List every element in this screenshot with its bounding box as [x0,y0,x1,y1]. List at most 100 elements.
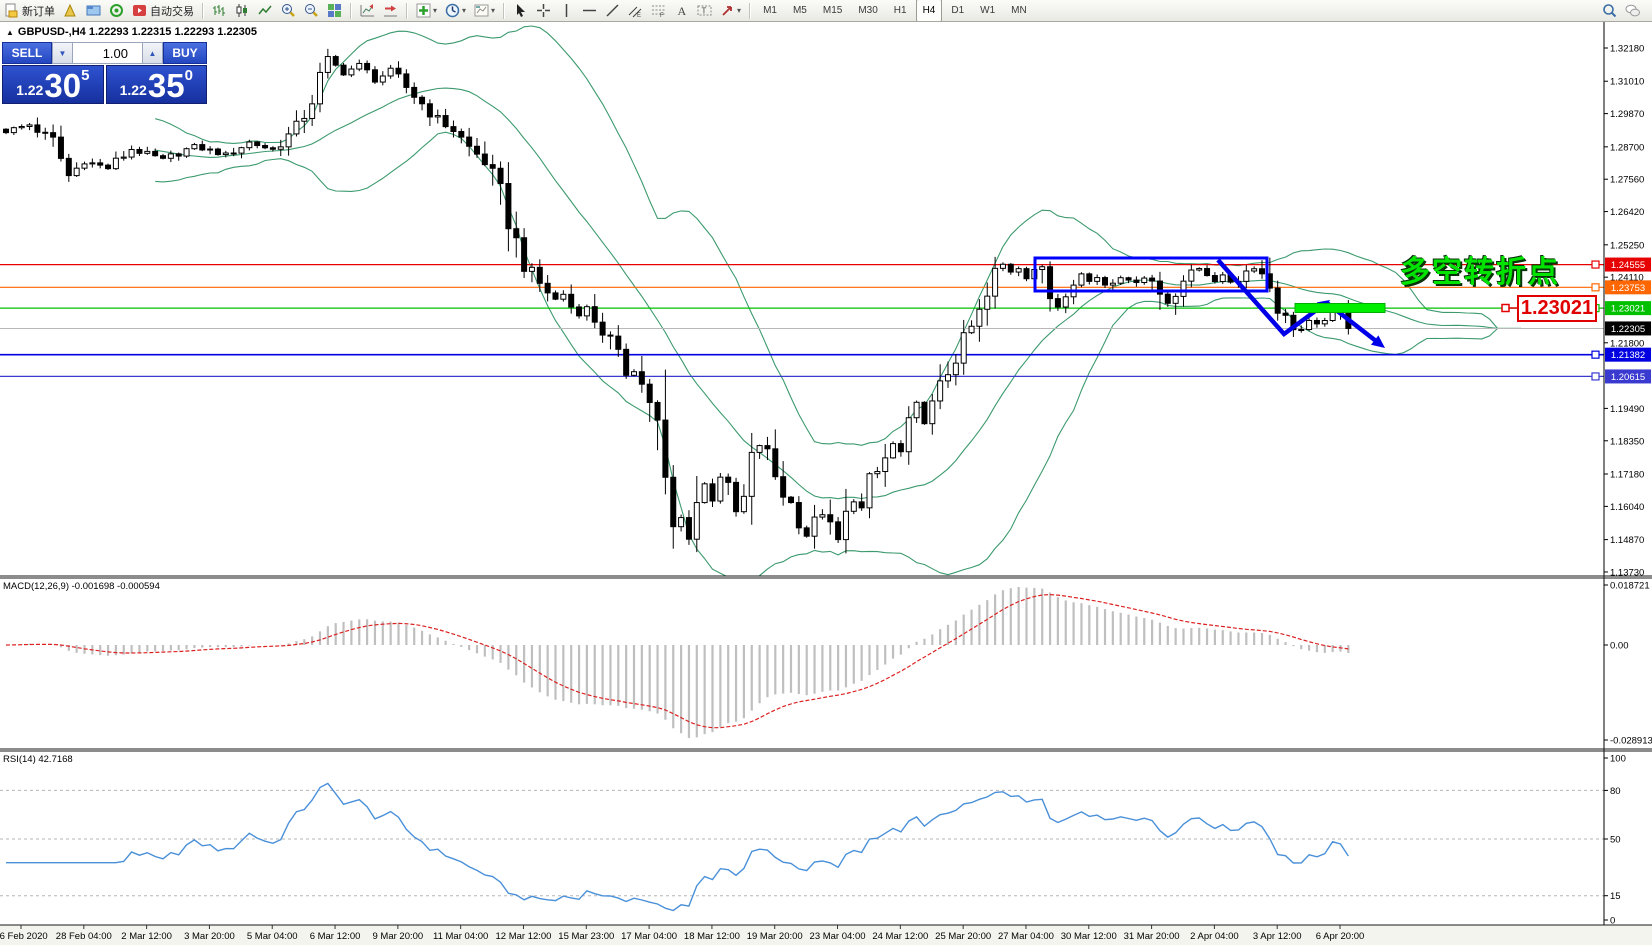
svg-text:1.26420: 1.26420 [1610,207,1644,218]
timeframe-M1-button[interactable]: M1 [756,0,784,21]
sell-button[interactable]: SELL [2,42,52,64]
svg-text:100: 100 [1610,754,1626,765]
svg-text:0.018721: 0.018721 [1610,581,1650,592]
zoom-out-button[interactable] [301,1,322,20]
vertical-line-icon [559,3,574,18]
svg-text:6 Apr 20:00: 6 Apr 20:00 [1316,931,1365,942]
line-chart-button[interactable] [255,1,276,20]
sell-price-display[interactable]: 1.22 30 5 [2,65,104,104]
turning-point-annotation[interactable]: 多空转折点 [1400,256,1560,289]
toolbar-separator [503,2,506,19]
volume-decrease-button[interactable]: ▼ [52,42,73,64]
timeframe-H1-button[interactable]: H1 [887,0,914,21]
svg-text:1.13730: 1.13730 [1610,567,1644,578]
rsi-indicator-label: RSI(14) 42.7168 [3,754,73,765]
svg-text:1.31010: 1.31010 [1610,77,1644,88]
chevron-down-icon[interactable]: ▾ [462,6,467,15]
buy-price-prefix: 1.22 [119,82,147,98]
chat-button[interactable] [1622,1,1643,20]
chart-shift-button[interactable] [380,1,401,20]
label-button[interactable]: T [694,1,715,20]
fibonacci-icon: F [651,3,666,18]
zoom-in-icon [281,3,296,18]
svg-text:1.24555: 1.24555 [1611,260,1645,271]
horizontal-line-button[interactable] [579,1,600,20]
text-button[interactable]: A [671,1,692,20]
buy-price-display[interactable]: 1.22 35 0 [105,65,207,104]
svg-text:A: A [678,4,687,18]
svg-text:28 Feb 04:00: 28 Feb 04:00 [56,931,112,942]
toolbar-separator [406,2,408,19]
button-label: 自动交易 [150,5,194,18]
svg-text:15 Mar 23:00: 15 Mar 23:00 [558,931,614,942]
chevron-down-icon[interactable]: ▾ [737,6,742,15]
svg-text:1.14870: 1.14870 [1610,535,1644,546]
bars-chart-button[interactable] [209,1,230,20]
chevron-down-icon[interactable]: ▾ [433,6,438,15]
signals-icon [109,3,124,18]
svg-text:2 Apr 04:00: 2 Apr 04:00 [1190,931,1239,942]
channel-button[interactable]: E [625,1,646,20]
signals-button[interactable] [106,1,127,20]
price-axis: 1.32180 1.31010 1.29870 1.28700 1.27560 1.264… [1604,44,1652,927]
collapse-panel-icon[interactable]: ▲ [6,28,14,37]
new-order-button[interactable]: 新订单 [1,1,58,20]
chat-icon [1625,3,1640,18]
crosshair-icon [536,3,551,18]
svg-text:30 Mar 12:00: 30 Mar 12:00 [1061,931,1117,942]
tile-windows-button[interactable] [324,1,345,20]
bars-chart-icon [212,3,227,18]
buy-button[interactable]: BUY [163,42,207,64]
text-icon: A [674,3,689,18]
auto-scroll-button[interactable] [357,1,378,20]
candlestick-chart-button[interactable] [232,1,253,20]
indicators-add-button[interactable]: ▾ [413,1,440,20]
autotrading-button[interactable]: 自动交易 [129,1,197,20]
svg-text:3 Apr 12:00: 3 Apr 12:00 [1253,931,1302,942]
arrows-button[interactable]: ▾ [717,1,744,20]
timeframe-MN-button[interactable]: MN [1004,0,1034,21]
svg-text:18 Mar 12:00: 18 Mar 12:00 [684,931,740,942]
svg-text:19 Mar 20:00: 19 Mar 20:00 [747,931,803,942]
auto-scroll-icon [360,3,375,18]
timeframe-M5-button[interactable]: M5 [786,0,814,21]
svg-text:-0.028913: -0.028913 [1610,736,1652,747]
autotrading-icon [132,3,147,18]
svg-text:3 Mar 20:00: 3 Mar 20:00 [184,931,235,942]
svg-text:1.28700: 1.28700 [1610,142,1644,153]
chevron-down-icon[interactable]: ▾ [491,6,496,15]
svg-text:17 Mar 04:00: 17 Mar 04:00 [621,931,677,942]
toolbar-separator [202,2,204,19]
toolbar-separator [350,2,352,19]
time-axis: 26 Feb 2020 28 Feb 04:00 2 Mar 12:00 3 Mar … [0,925,1364,942]
fibonacci-button[interactable]: F [648,1,669,20]
arrows-icon [720,3,735,18]
svg-text:1.17180: 1.17180 [1610,470,1644,481]
svg-text:E: E [637,13,641,18]
price-callout-box[interactable]: 1.23021 [1517,295,1597,322]
templates-button[interactable]: ▾ [471,1,498,20]
timeframe-M15-button[interactable]: M15 [816,0,849,21]
vertical-line-button[interactable] [556,1,577,20]
timeframe-D1-button[interactable]: D1 [944,0,971,21]
svg-text:15: 15 [1610,891,1621,902]
crosshair-button[interactable] [533,1,554,20]
one-click-trading-panel: SELL ▼ 1.00 ▲ BUY 1.22 30 5 1.22 35 0 [2,42,207,104]
trendline-button[interactable] [602,1,623,20]
zoom-in-button[interactable] [278,1,299,20]
search-button[interactable] [1599,1,1620,20]
timeframe-W1-button[interactable]: W1 [973,0,1002,21]
volume-input[interactable]: 1.00 [73,42,142,64]
indicators-add-icon [416,3,431,18]
periods-clock-button[interactable]: ▾ [442,1,469,20]
profiles-button[interactable] [83,1,104,20]
timeframe-H4-button[interactable]: H4 [915,0,943,21]
new-chart-icon [63,3,78,18]
new-chart-button[interactable] [60,1,81,20]
volume-increase-button[interactable]: ▲ [142,42,163,64]
timeframe-M30-button[interactable]: M30 [851,0,884,21]
cursor-button[interactable] [510,1,531,20]
svg-text:T: T [702,7,707,16]
